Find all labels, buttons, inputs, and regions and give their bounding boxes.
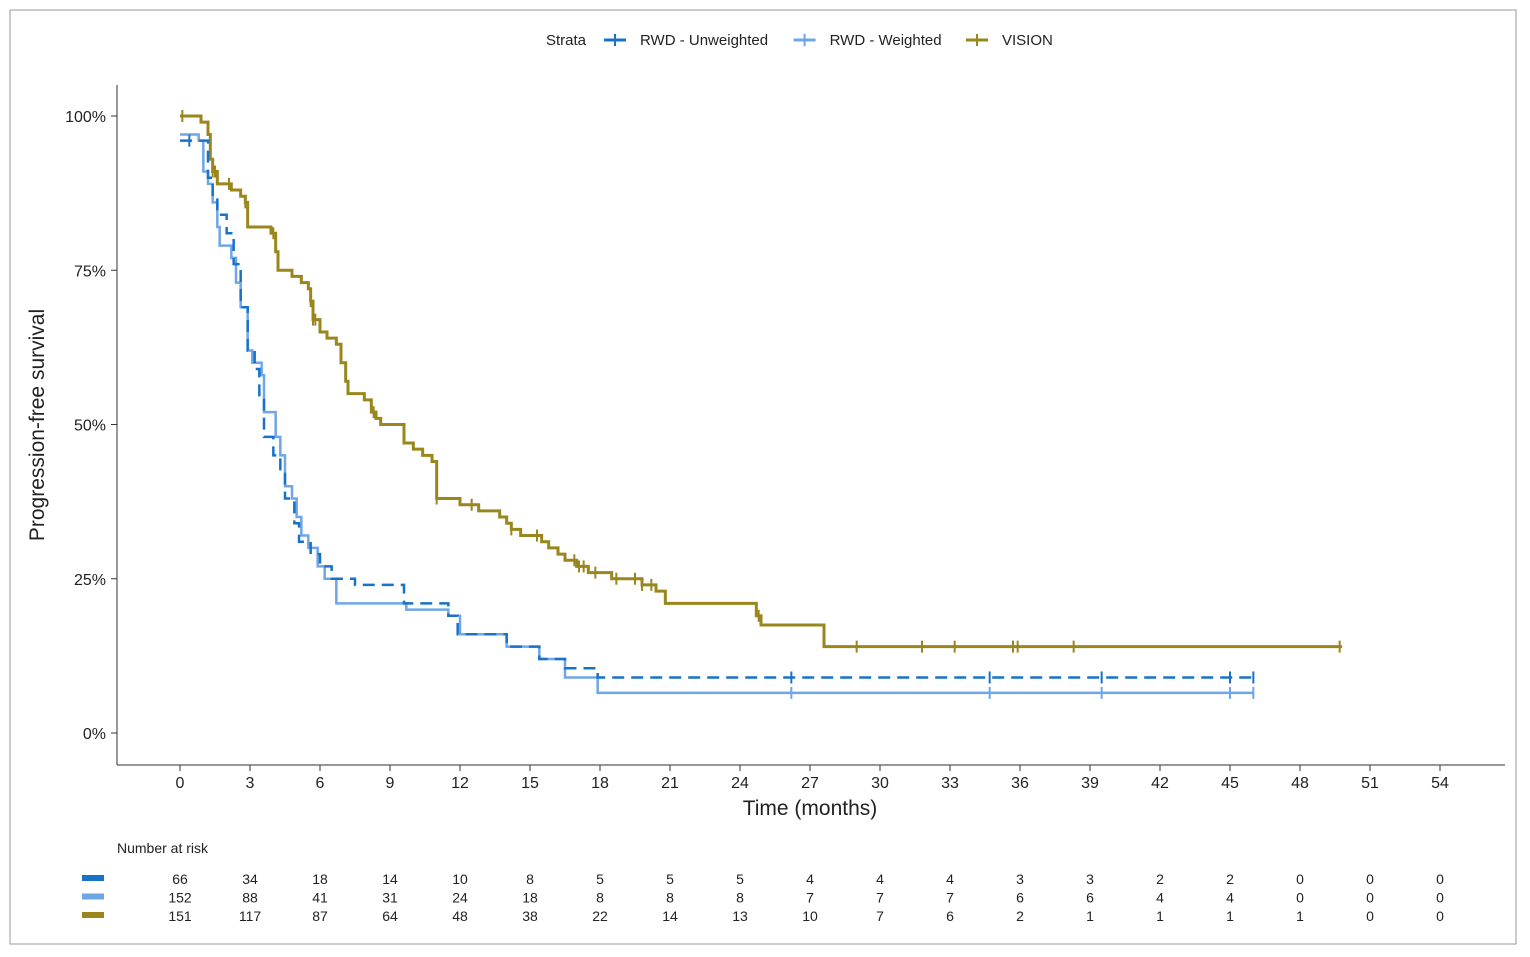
risk-count: 4 [946, 871, 954, 887]
y-tick-label: 75% [74, 263, 106, 280]
risk-count: 10 [452, 871, 468, 887]
legend: Strata RWD - Unweighted RWD - Weighted VIS… [546, 32, 1053, 49]
risk-count: 0 [1436, 908, 1444, 924]
risk-count: 7 [806, 890, 814, 906]
frame [9, 9, 1517, 945]
x-tick-label: 48 [1291, 775, 1309, 792]
risk-count: 7 [876, 890, 884, 906]
risk-count: 8 [596, 890, 604, 906]
risk-count: 5 [666, 871, 674, 887]
x-tick-label: 0 [176, 775, 185, 792]
x-tick-label: 54 [1431, 775, 1449, 792]
x-tick-label: 30 [871, 775, 889, 792]
survival-curve [180, 139, 1254, 679]
risk-count: 0 [1436, 871, 1444, 887]
x-tick-label: 27 [801, 775, 819, 792]
x-tick-label: 6 [316, 775, 325, 792]
risk-count: 14 [662, 908, 678, 924]
x-tick-label: 18 [591, 775, 609, 792]
risk-count: 24 [452, 890, 468, 906]
risk-row-key [82, 912, 104, 918]
risk-count: 88 [242, 890, 258, 906]
risk-count: 64 [382, 908, 398, 924]
risk-count: 18 [522, 890, 538, 906]
risk-count: 13 [732, 908, 748, 924]
risk-count: 5 [736, 871, 744, 887]
risk-count: 2 [1226, 871, 1234, 887]
risk-count: 31 [382, 890, 398, 906]
risk-count: 22 [592, 908, 608, 924]
legend-title: Strata [546, 32, 587, 49]
risk-count: 48 [452, 908, 468, 924]
y-axis-label: Progression-free survival [26, 309, 49, 541]
legend-label: RWD - Weighted [830, 32, 942, 49]
risk-count: 8 [736, 890, 744, 906]
x-tick-label: 51 [1361, 775, 1379, 792]
risk-count: 18 [312, 871, 328, 887]
x-tick-label: 42 [1151, 775, 1169, 792]
risk-count: 3 [1016, 871, 1024, 887]
risk-table-title: Number at risk [117, 840, 209, 856]
risk-count: 7 [876, 908, 884, 924]
risk-count: 3 [1086, 871, 1094, 887]
risk-count: 7 [946, 890, 954, 906]
x-axis-label: Time (months) [743, 797, 878, 820]
risk-count: 10 [802, 908, 818, 924]
risk-count: 1 [1296, 908, 1304, 924]
risk-count: 0 [1296, 871, 1304, 887]
risk-count: 0 [1366, 871, 1374, 887]
risk-count: 66 [172, 871, 188, 887]
x-tick-label: 33 [941, 775, 959, 792]
risk-count: 4 [876, 871, 884, 887]
risk-count: 0 [1436, 890, 1444, 906]
risk-count: 0 [1366, 908, 1374, 924]
x-tick-label: 9 [386, 775, 395, 792]
risk-row-key [82, 875, 104, 881]
x-tick-label: 3 [246, 775, 255, 792]
x-tick-label: 39 [1081, 775, 1099, 792]
x-tick-label: 21 [661, 775, 679, 792]
x-tick-label: 15 [521, 775, 539, 792]
risk-count: 34 [242, 871, 258, 887]
risk-count: 151 [168, 908, 192, 924]
risk-count: 8 [526, 871, 534, 887]
risk-count: 6 [1086, 890, 1094, 906]
y-tick-label: 100% [65, 109, 106, 126]
risk-count: 4 [1226, 890, 1234, 906]
risk-count: 0 [1366, 890, 1374, 906]
risk-count: 152 [168, 890, 192, 906]
risk-count: 38 [522, 908, 538, 924]
risk-count: 14 [382, 871, 398, 887]
risk-count: 87 [312, 908, 328, 924]
risk-count: 4 [1156, 890, 1164, 906]
risk-count: 2 [1156, 871, 1164, 887]
risk-count: 5 [596, 871, 604, 887]
y-tick-label: 50% [74, 418, 106, 435]
risk-count: 1 [1226, 908, 1234, 924]
survival-curve [180, 133, 1254, 695]
x-tick-label: 36 [1011, 775, 1029, 792]
risk-count: 2 [1016, 908, 1024, 924]
risk-count: 6 [946, 908, 954, 924]
x-tick-label: 12 [451, 775, 469, 792]
legend-label: VISION [1002, 32, 1053, 49]
y-tick-label: 0% [83, 726, 106, 743]
y-tick-label: 25% [74, 572, 106, 589]
x-tick-label: 24 [731, 775, 749, 792]
risk-count: 117 [239, 908, 262, 924]
risk-count: 4 [806, 871, 814, 887]
survival-curve [180, 114, 1342, 649]
risk-count: 6 [1016, 890, 1024, 906]
risk-row-key [82, 893, 104, 900]
risk-count: 1 [1086, 908, 1094, 924]
risk-count: 8 [666, 890, 674, 906]
risk-count: 0 [1296, 890, 1304, 906]
risk-count: 41 [312, 890, 328, 906]
legend-label: RWD - Unweighted [640, 32, 768, 49]
risk-count: 1 [1156, 908, 1164, 924]
x-tick-label: 45 [1221, 775, 1239, 792]
